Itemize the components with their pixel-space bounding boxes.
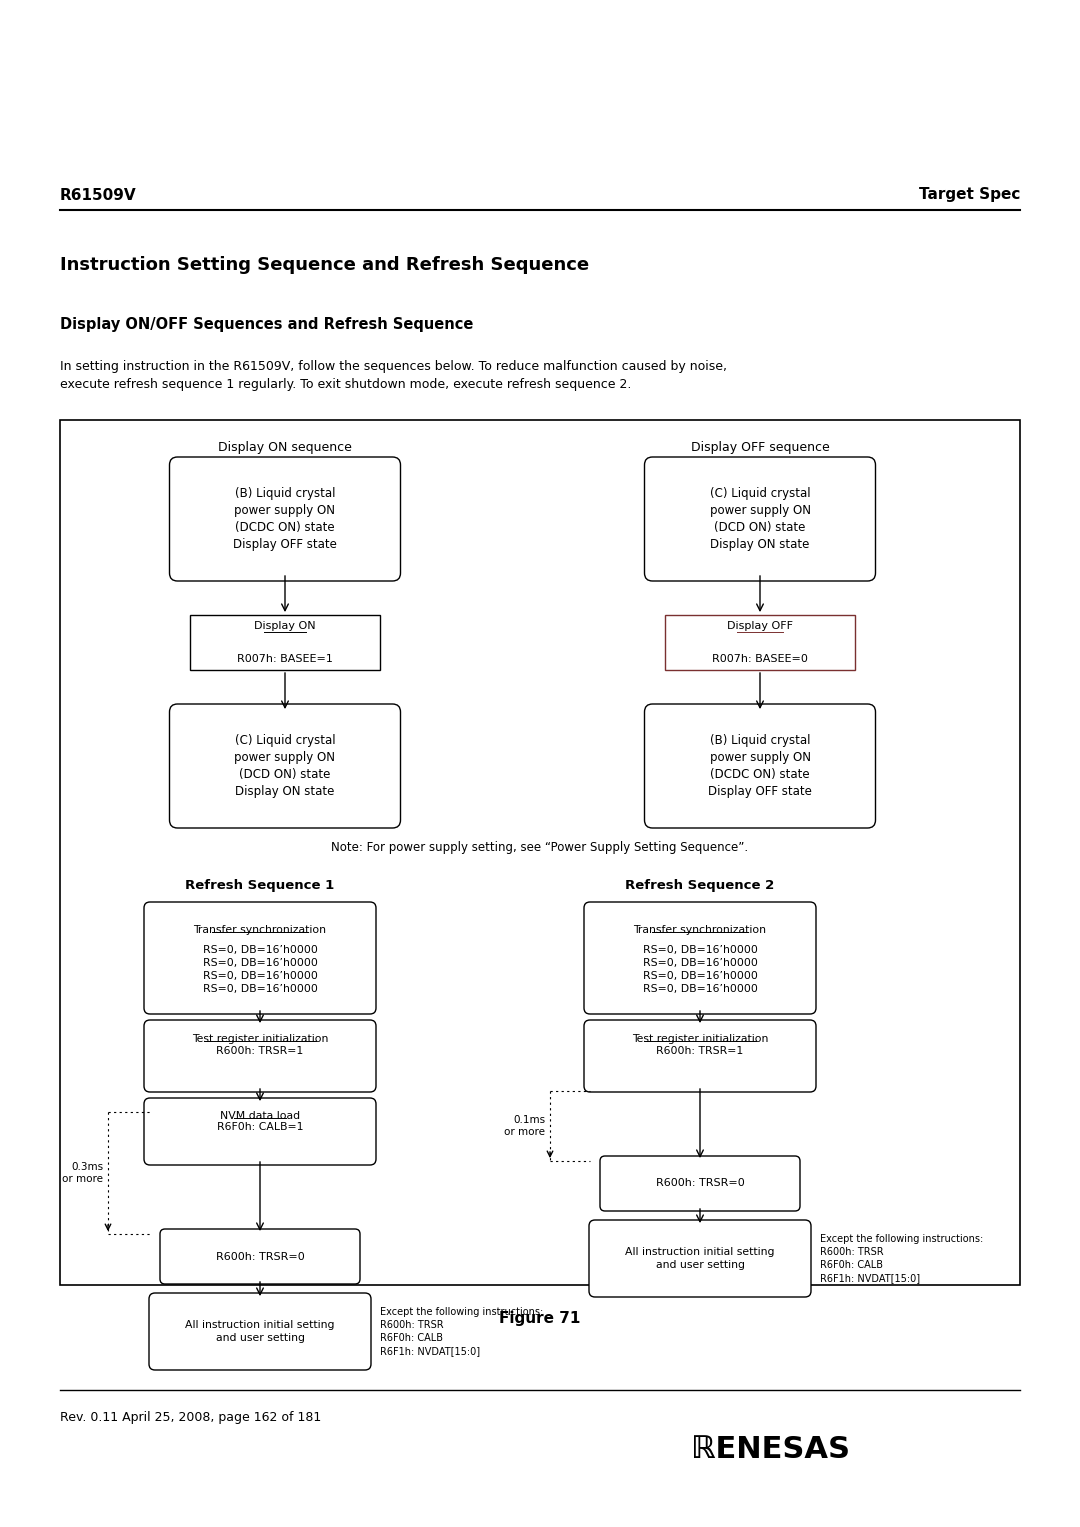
- Text: Transfer synchronization: Transfer synchronization: [193, 925, 326, 935]
- Text: Display ON sequence: Display ON sequence: [218, 441, 352, 455]
- Text: R61509V: R61509V: [60, 188, 137, 203]
- Text: Figure 71: Figure 71: [499, 1310, 581, 1325]
- Text: Display ON: Display ON: [254, 621, 315, 631]
- Text: Display ON/OFF Sequences and Refresh Sequence: Display ON/OFF Sequences and Refresh Seq…: [60, 318, 473, 333]
- Bar: [665, 615, 855, 670]
- Text: 0.3ms
or more: 0.3ms or more: [62, 1162, 103, 1183]
- Text: (B) Liquid crystal
power supply ON
(DCDC ON) state
Display OFF state: (B) Liquid crystal power supply ON (DCDC…: [708, 734, 812, 799]
- FancyBboxPatch shape: [589, 1220, 811, 1296]
- FancyBboxPatch shape: [600, 1156, 800, 1211]
- Text: (C) Liquid crystal
power supply ON
(DCD ON) state
Display ON state: (C) Liquid crystal power supply ON (DCD …: [234, 734, 336, 799]
- Text: In setting instruction in the R61509V, follow the sequences below. To reduce mal: In setting instruction in the R61509V, f…: [60, 360, 727, 391]
- Text: Refresh Sequence 1: Refresh Sequence 1: [186, 880, 335, 892]
- Text: RS=0, DB=16’h0000: RS=0, DB=16’h0000: [203, 957, 318, 968]
- Text: RS=0, DB=16’h0000: RS=0, DB=16’h0000: [643, 957, 757, 968]
- Text: RS=0, DB=16’h0000: RS=0, DB=16’h0000: [203, 971, 318, 980]
- FancyBboxPatch shape: [144, 902, 376, 1014]
- Text: ℝENESAS: ℝENESAS: [690, 1435, 850, 1464]
- FancyBboxPatch shape: [645, 457, 876, 580]
- Text: All instruction initial setting
and user setting: All instruction initial setting and user…: [625, 1248, 774, 1270]
- FancyBboxPatch shape: [144, 1098, 376, 1165]
- Text: R600h: TRSR=1: R600h: TRSR=1: [657, 1046, 744, 1057]
- Text: R6F0h: CALB=1: R6F0h: CALB=1: [217, 1122, 303, 1132]
- Text: Test register initialization: Test register initialization: [192, 1034, 328, 1044]
- Text: (C) Liquid crystal
power supply ON
(DCD ON) state
Display ON state: (C) Liquid crystal power supply ON (DCD …: [710, 487, 810, 551]
- Text: Instruction Setting Sequence and Refresh Sequence: Instruction Setting Sequence and Refresh…: [60, 257, 589, 273]
- Text: Except the following instructions:
R600h: TRSR
R6F0h: CALB
R6F1h: NVDAT[15:0]: Except the following instructions: R600h…: [380, 1307, 543, 1356]
- Text: (B) Liquid crystal
power supply ON
(DCDC ON) state
Display OFF state: (B) Liquid crystal power supply ON (DCDC…: [233, 487, 337, 551]
- Text: Display OFF: Display OFF: [727, 621, 793, 631]
- Text: All instruction initial setting
and user setting: All instruction initial setting and user…: [186, 1319, 335, 1344]
- Text: Target Spec: Target Spec: [919, 188, 1020, 203]
- Text: R600h: TRSR=0: R600h: TRSR=0: [216, 1252, 305, 1261]
- FancyBboxPatch shape: [144, 1020, 376, 1092]
- Text: RS=0, DB=16’h0000: RS=0, DB=16’h0000: [643, 983, 757, 994]
- FancyBboxPatch shape: [584, 1020, 816, 1092]
- Text: R600h: TRSR=0: R600h: TRSR=0: [656, 1179, 744, 1188]
- Text: RS=0, DB=16’h0000: RS=0, DB=16’h0000: [643, 971, 757, 980]
- Text: RS=0, DB=16’h0000: RS=0, DB=16’h0000: [203, 945, 318, 954]
- Text: Display OFF sequence: Display OFF sequence: [690, 441, 829, 455]
- FancyBboxPatch shape: [170, 457, 401, 580]
- Text: RS=0, DB=16’h0000: RS=0, DB=16’h0000: [643, 945, 757, 954]
- Text: Refresh Sequence 2: Refresh Sequence 2: [625, 880, 774, 892]
- Text: Except the following instructions:
R600h: TRSR
R6F0h: CALB
R6F1h: NVDAT[15:0]: Except the following instructions: R600h…: [820, 1234, 983, 1283]
- FancyBboxPatch shape: [645, 704, 876, 828]
- Text: Test register initialization: Test register initialization: [632, 1034, 768, 1044]
- Text: R600h: TRSR=1: R600h: TRSR=1: [216, 1046, 303, 1057]
- Text: R007h: BASEE=0: R007h: BASEE=0: [712, 654, 808, 664]
- FancyBboxPatch shape: [584, 902, 816, 1014]
- Text: Rev. 0.11 April 25, 2008, page 162 of 181: Rev. 0.11 April 25, 2008, page 162 of 18…: [60, 1411, 321, 1425]
- Bar: [190, 615, 380, 670]
- Text: Note: For power supply setting, see “Power Supply Setting Sequence”.: Note: For power supply setting, see “Pow…: [332, 841, 748, 855]
- FancyBboxPatch shape: [149, 1293, 372, 1370]
- Bar: [60, 420, 1020, 1286]
- Text: R007h: BASEE=1: R007h: BASEE=1: [238, 654, 333, 664]
- FancyBboxPatch shape: [160, 1229, 360, 1284]
- FancyBboxPatch shape: [170, 704, 401, 828]
- Text: 0.1ms
or more: 0.1ms or more: [504, 1115, 545, 1136]
- Text: NVM data load: NVM data load: [220, 1112, 300, 1121]
- Text: Transfer synchronization: Transfer synchronization: [634, 925, 767, 935]
- Text: RS=0, DB=16’h0000: RS=0, DB=16’h0000: [203, 983, 318, 994]
